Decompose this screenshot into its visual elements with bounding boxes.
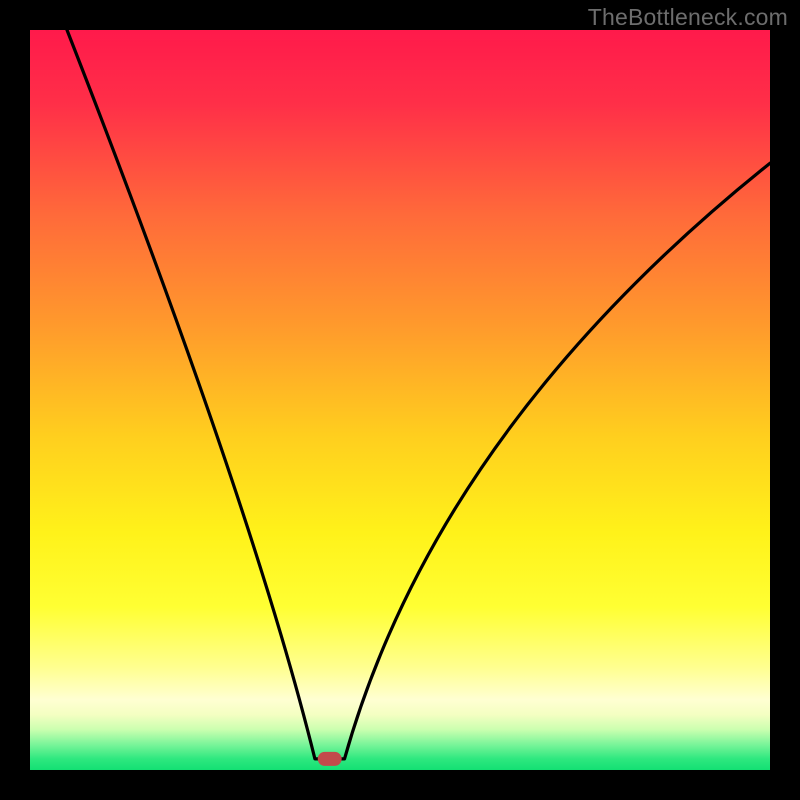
watermark-text: TheBottleneck.com bbox=[588, 4, 788, 31]
plot-area bbox=[30, 30, 770, 770]
chart-stage: TheBottleneck.com bbox=[0, 0, 800, 800]
bottleneck-chart bbox=[0, 0, 800, 800]
optimal-marker bbox=[318, 752, 342, 766]
